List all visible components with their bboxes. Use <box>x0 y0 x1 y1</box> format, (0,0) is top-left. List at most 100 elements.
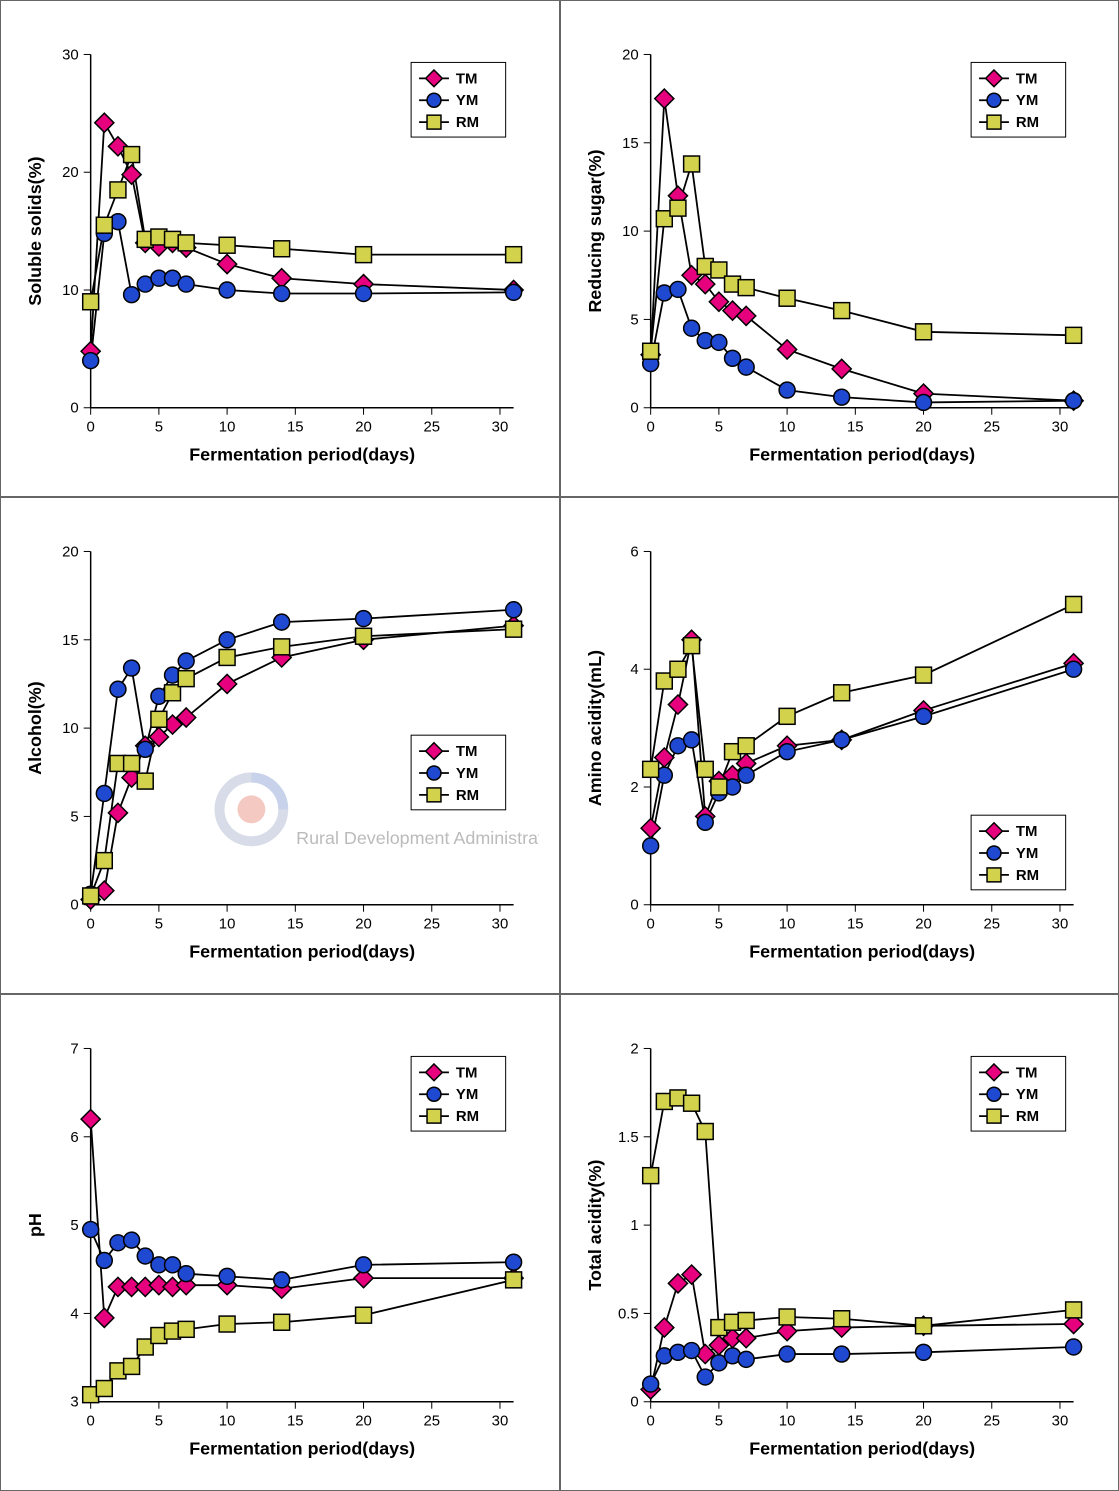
y-tick-label: 4 <box>630 661 638 678</box>
x-tick-label: 20 <box>915 419 932 436</box>
x-tick-label: 0 <box>646 1413 654 1430</box>
x-tick-label: 20 <box>915 916 932 933</box>
x-tick-label: 0 <box>87 916 95 933</box>
legend-label-rm: RM <box>456 787 479 804</box>
y-tick-label: 20 <box>62 543 79 560</box>
y-tick-label: 0.5 <box>617 1305 638 1322</box>
panel-amino_acidity: 0510152025300246Fermentation period(days… <box>560 497 1119 994</box>
x-tick-label: 15 <box>287 419 304 436</box>
y-tick-label: 20 <box>622 46 639 63</box>
x-tick-label: 25 <box>983 916 1000 933</box>
y-axis-label: Alcohol(%) <box>25 681 45 775</box>
x-tick-label: 20 <box>915 1413 932 1430</box>
y-tick-label: 4 <box>70 1305 78 1322</box>
legend-label-tm: TM <box>1015 823 1037 840</box>
x-tick-label: 20 <box>355 419 372 436</box>
x-tick-label: 0 <box>87 419 95 436</box>
legend-label-ym: YM <box>1015 1086 1037 1103</box>
legend-label-rm: RM <box>1015 114 1038 131</box>
legend-label-ym: YM <box>1015 845 1037 862</box>
x-tick-label: 10 <box>778 916 795 933</box>
legend-label-ym: YM <box>1015 92 1037 109</box>
x-axis-label: Fermentation period(days) <box>189 942 415 962</box>
y-axis-label: Total acidity(%) <box>584 1160 604 1291</box>
watermark-text: Rural Development Administration <box>296 828 538 848</box>
series-line-tm <box>650 99 1073 401</box>
y-tick-label: 10 <box>62 720 79 737</box>
panel-alcohol: Rural Development Administration 0 5 10 15 20… <box>0 497 560 994</box>
x-tick-label: 30 <box>1051 916 1068 933</box>
x-tick-label: 25 <box>423 1413 440 1430</box>
legend-label-rm: RM <box>456 114 479 131</box>
y-axis-label: Amino acidity(mL) <box>584 650 604 806</box>
series-line-rm <box>650 604 1073 787</box>
panel-ph: 05101520253034567Fermentation period(day… <box>0 994 560 1491</box>
legend-label-tm: TM <box>456 70 478 87</box>
watermark-dot <box>237 795 265 823</box>
y-tick-label: 10 <box>622 223 639 240</box>
x-tick-label: 20 <box>355 916 372 933</box>
x-tick-label: 20 <box>355 1413 372 1430</box>
y-tick-label: 10 <box>62 282 79 299</box>
y-tick-label: 0 <box>70 400 78 417</box>
chart-total_acidity: 05101520253000.511.52Fermentation period… <box>581 1015 1099 1480</box>
x-tick-label: 0 <box>646 419 654 436</box>
x-tick-label: 30 <box>492 1413 509 1430</box>
x-tick-label: 30 <box>492 419 509 436</box>
y-tick-label: 5 <box>70 1217 78 1234</box>
x-tick-label: 0 <box>646 916 654 933</box>
legend-label-ym: YM <box>456 765 478 782</box>
x-tick-label: 15 <box>287 1413 304 1430</box>
x-tick-label: 10 <box>219 1413 236 1430</box>
panel-total_acidity: 05101520253000.511.52Fermentation period… <box>560 994 1119 1491</box>
x-tick-label: 5 <box>155 419 163 436</box>
y-tick-label: 7 <box>70 1040 78 1057</box>
x-tick-label: 10 <box>219 419 236 436</box>
legend-label-tm: TM <box>1015 70 1037 87</box>
x-tick-label: 15 <box>287 916 304 933</box>
y-tick-label: 15 <box>622 135 639 152</box>
x-tick-label: 10 <box>778 419 795 436</box>
x-tick-label: 5 <box>155 916 163 933</box>
chart-reducing_sugar: 05101520253005101520Fermentation period(… <box>581 21 1099 486</box>
x-tick-label: 5 <box>155 1413 163 1430</box>
y-tick-label: 0 <box>630 400 638 417</box>
y-tick-label: 1.5 <box>617 1129 638 1146</box>
y-tick-label: 0 <box>70 897 78 914</box>
y-tick-label: 15 <box>62 632 79 649</box>
x-tick-label: 15 <box>847 1413 864 1430</box>
x-tick-label: 25 <box>983 419 1000 436</box>
y-axis-label: pH <box>25 1213 45 1237</box>
x-tick-label: 10 <box>219 916 236 933</box>
panel-soluble_solids: 0510152025300102030Fermentation period(d… <box>0 0 560 497</box>
x-tick-label: 15 <box>847 419 864 436</box>
x-axis-label: Fermentation period(days) <box>749 942 975 962</box>
x-axis-label: Fermentation period(days) <box>749 1439 975 1459</box>
chart-alcohol: Rural Development Administration 0 5 10 15 20… <box>21 518 539 983</box>
legend-label-ym: YM <box>456 1086 478 1103</box>
y-axis-label: Reducing sugar(%) <box>584 149 604 312</box>
chart-ph: 05101520253034567Fermentation period(day… <box>21 1015 539 1480</box>
series-line-rm <box>650 164 1073 351</box>
y-tick-label: 3 <box>70 1394 78 1411</box>
y-tick-label: 0 <box>630 1394 638 1411</box>
x-tick-label: 25 <box>983 1413 1000 1430</box>
y-tick-label: 0 <box>630 897 638 914</box>
y-tick-label: 6 <box>630 543 638 560</box>
x-tick-label: 30 <box>1051 419 1068 436</box>
x-tick-label: 5 <box>714 916 722 933</box>
x-tick-label: 5 <box>714 1413 722 1430</box>
y-tick-label: 5 <box>630 311 638 328</box>
y-tick-label: 20 <box>62 164 79 181</box>
y-tick-label: 2 <box>630 779 638 796</box>
x-tick-label: 30 <box>492 916 509 933</box>
chart-soluble_solids: 0510152025300102030Fermentation period(d… <box>21 21 539 486</box>
x-axis-label: Fermentation period(days) <box>189 445 415 465</box>
x-tick-label: 10 <box>778 1413 795 1430</box>
y-tick-label: 5 <box>70 808 78 825</box>
legend-label-rm: RM <box>456 1108 479 1125</box>
chart-amino_acidity: 0510152025300246Fermentation period(days… <box>581 518 1099 983</box>
x-tick-label: 5 <box>714 419 722 436</box>
x-tick-label: 25 <box>423 916 440 933</box>
legend-label-tm: TM <box>456 743 478 760</box>
